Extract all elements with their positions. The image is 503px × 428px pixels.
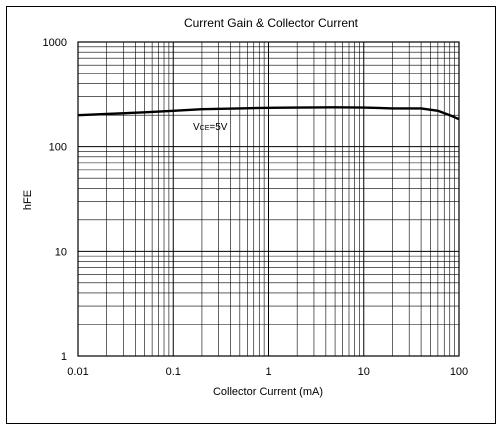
y-tick-label: 1 [61,351,67,363]
x-tick-label: 10 [358,366,370,378]
tick-labels: 0.01 0.1 1 10 100 1 10 100 1000 [43,37,469,378]
plot-border [77,41,460,357]
x-tick-label: 100 [450,366,468,378]
annotation-vce: VCE=5V [193,122,228,133]
grid [77,42,459,357]
y-tick-label: 100 [49,142,67,154]
series-line-0 [77,106,460,121]
y-tick-label: 10 [55,246,67,258]
x-tick-label: 1 [265,366,271,378]
x-tick-label: 0.01 [67,366,88,378]
x-axis-label: Collector Current (mA) [213,386,323,398]
series-group [77,106,460,121]
y-axis-label: hFE [22,190,34,210]
x-tick-label: 0.1 [166,366,181,378]
chart-frame [6,6,496,424]
chart-title: Current Gain & Collector Current [184,16,359,30]
y-tick-label: 1000 [43,37,67,49]
